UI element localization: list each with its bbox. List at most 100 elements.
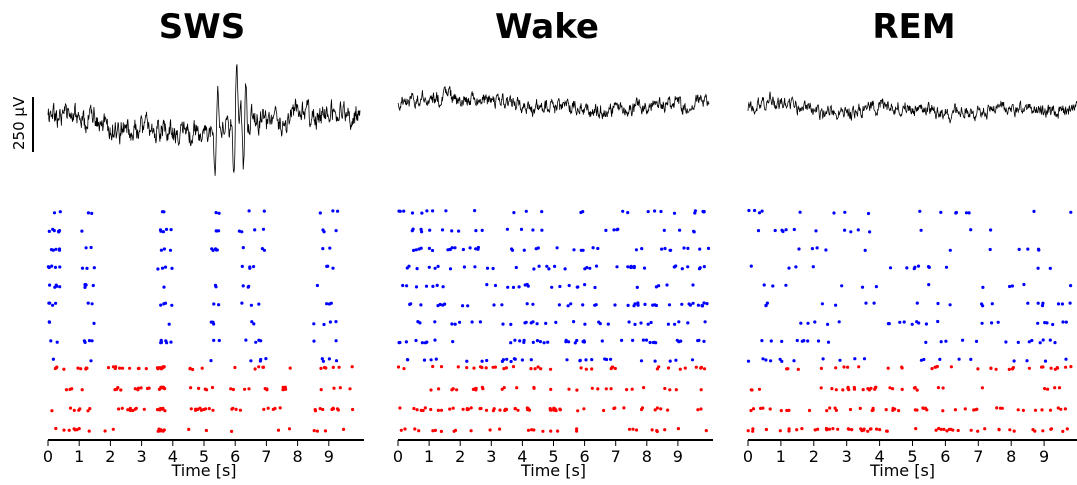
spike-dot-red — [86, 409, 90, 413]
spike-dot-red — [759, 406, 763, 410]
spike-dot-red — [402, 367, 406, 371]
spike-dot-red — [1057, 386, 1062, 390]
spike-dot-red — [795, 428, 799, 432]
spike-dot-blue — [322, 322, 326, 327]
spike-dot-red — [859, 427, 863, 431]
spike-dot-red — [1033, 408, 1038, 412]
spike-dot-red — [678, 367, 682, 371]
spike-dot-blue — [1064, 320, 1068, 324]
x-tick-label: 1 — [74, 447, 84, 466]
spike-dot-blue — [217, 303, 221, 307]
spike-dot-blue — [553, 264, 557, 268]
spike-dot-blue — [83, 283, 87, 287]
x-tick-label: 6 — [230, 447, 240, 466]
spike-dot-blue — [1040, 304, 1045, 308]
spike-dot-red — [266, 406, 270, 410]
spike-dot-red — [827, 427, 832, 431]
spike-dot-blue — [246, 285, 250, 289]
spike-dot-blue — [764, 358, 768, 362]
spike-dot-blue — [853, 357, 857, 361]
spike-dot-blue — [927, 283, 931, 287]
x-tick-label: 5 — [199, 447, 209, 466]
spike-dot-red — [852, 387, 857, 391]
spike-dot-red — [128, 406, 132, 410]
spike-dot-red — [120, 406, 124, 410]
spike-dot-blue — [453, 322, 457, 326]
spike-dot-red — [1055, 366, 1060, 370]
spike-dot-blue — [513, 338, 517, 342]
spike-dot-blue — [944, 339, 948, 343]
spike-dot-blue — [653, 209, 657, 213]
spike-dot-red — [498, 427, 502, 431]
spike-dot-blue — [604, 228, 608, 232]
spike-dot-blue — [583, 283, 587, 287]
spike-dot-blue — [888, 266, 893, 270]
spike-dot-red — [937, 426, 941, 431]
spike-dot-blue — [420, 230, 424, 234]
spike-dot-blue — [457, 229, 461, 233]
spike-dot-blue — [169, 340, 173, 344]
spike-dot-red — [421, 408, 425, 413]
spike-dot-blue — [163, 301, 168, 305]
spike-dot-red — [848, 407, 853, 412]
spike-dot-red — [612, 406, 616, 411]
spike-dot-red — [62, 428, 66, 432]
spike-dot-blue — [615, 228, 619, 232]
spike-dot-red — [1048, 408, 1053, 412]
spike-dot-blue — [634, 248, 639, 252]
spike-dot-blue — [584, 358, 588, 362]
spike-dot-blue — [514, 265, 518, 270]
x-tick-label: 3 — [842, 447, 852, 466]
spike-dot-red — [846, 427, 850, 431]
spike-dot-blue — [792, 359, 796, 363]
spike-dot-blue — [473, 265, 477, 269]
x-tick-label: 4 — [168, 447, 178, 466]
spike-dot-blue — [557, 303, 562, 307]
spike-dot-blue — [657, 284, 661, 288]
spike-dot-blue — [511, 285, 516, 289]
spike-dot-red — [417, 429, 421, 433]
spike-dot-blue — [1036, 247, 1041, 251]
spike-dot-red — [488, 428, 492, 432]
spike-dot-blue — [212, 322, 216, 326]
spike-dot-red — [676, 427, 681, 431]
spike-dot-red — [197, 386, 201, 390]
spike-dot-blue — [672, 211, 677, 215]
spike-dot-blue — [1017, 247, 1021, 251]
spike-dot-blue — [872, 301, 876, 305]
spike-dot-blue — [747, 208, 751, 213]
spike-dot-blue — [160, 266, 165, 270]
spike-dot-red — [1007, 367, 1011, 371]
spike-dot-blue — [440, 228, 445, 232]
spike-dot-blue — [82, 339, 86, 343]
spike-dot-blue — [412, 248, 416, 252]
spike-dot-red — [751, 429, 755, 433]
spike-dot-red — [484, 408, 489, 412]
spike-dot-red — [54, 366, 59, 370]
spike-dot-red — [983, 427, 987, 431]
spike-dot-blue — [448, 267, 453, 271]
spike-dot-blue — [209, 359, 213, 363]
spike-dot-red — [975, 407, 979, 411]
spike-dot-red — [900, 387, 904, 391]
spike-dot-blue — [90, 339, 94, 343]
spike-dot-red — [484, 366, 488, 370]
spike-dot-red — [552, 408, 556, 412]
spike-dot-blue — [54, 301, 58, 305]
spike-dot-blue — [523, 321, 527, 325]
spike-dot-blue — [860, 285, 865, 289]
spike-dot-red — [976, 367, 980, 371]
spike-dot-red — [161, 385, 165, 389]
spike-dot-red — [271, 407, 275, 411]
spike-dot-red — [207, 407, 211, 411]
spike-dot-blue — [691, 301, 695, 305]
spike-dot-blue — [505, 227, 509, 231]
spike-dot-red — [857, 365, 861, 369]
spike-dot-blue — [705, 302, 709, 306]
spike-dot-red — [1064, 365, 1068, 369]
spike-dot-blue — [939, 340, 943, 344]
spike-dot-blue — [461, 304, 465, 308]
spike-dot-red — [995, 406, 999, 410]
spike-dot-red — [412, 406, 416, 411]
spike-dot-blue — [406, 358, 410, 362]
